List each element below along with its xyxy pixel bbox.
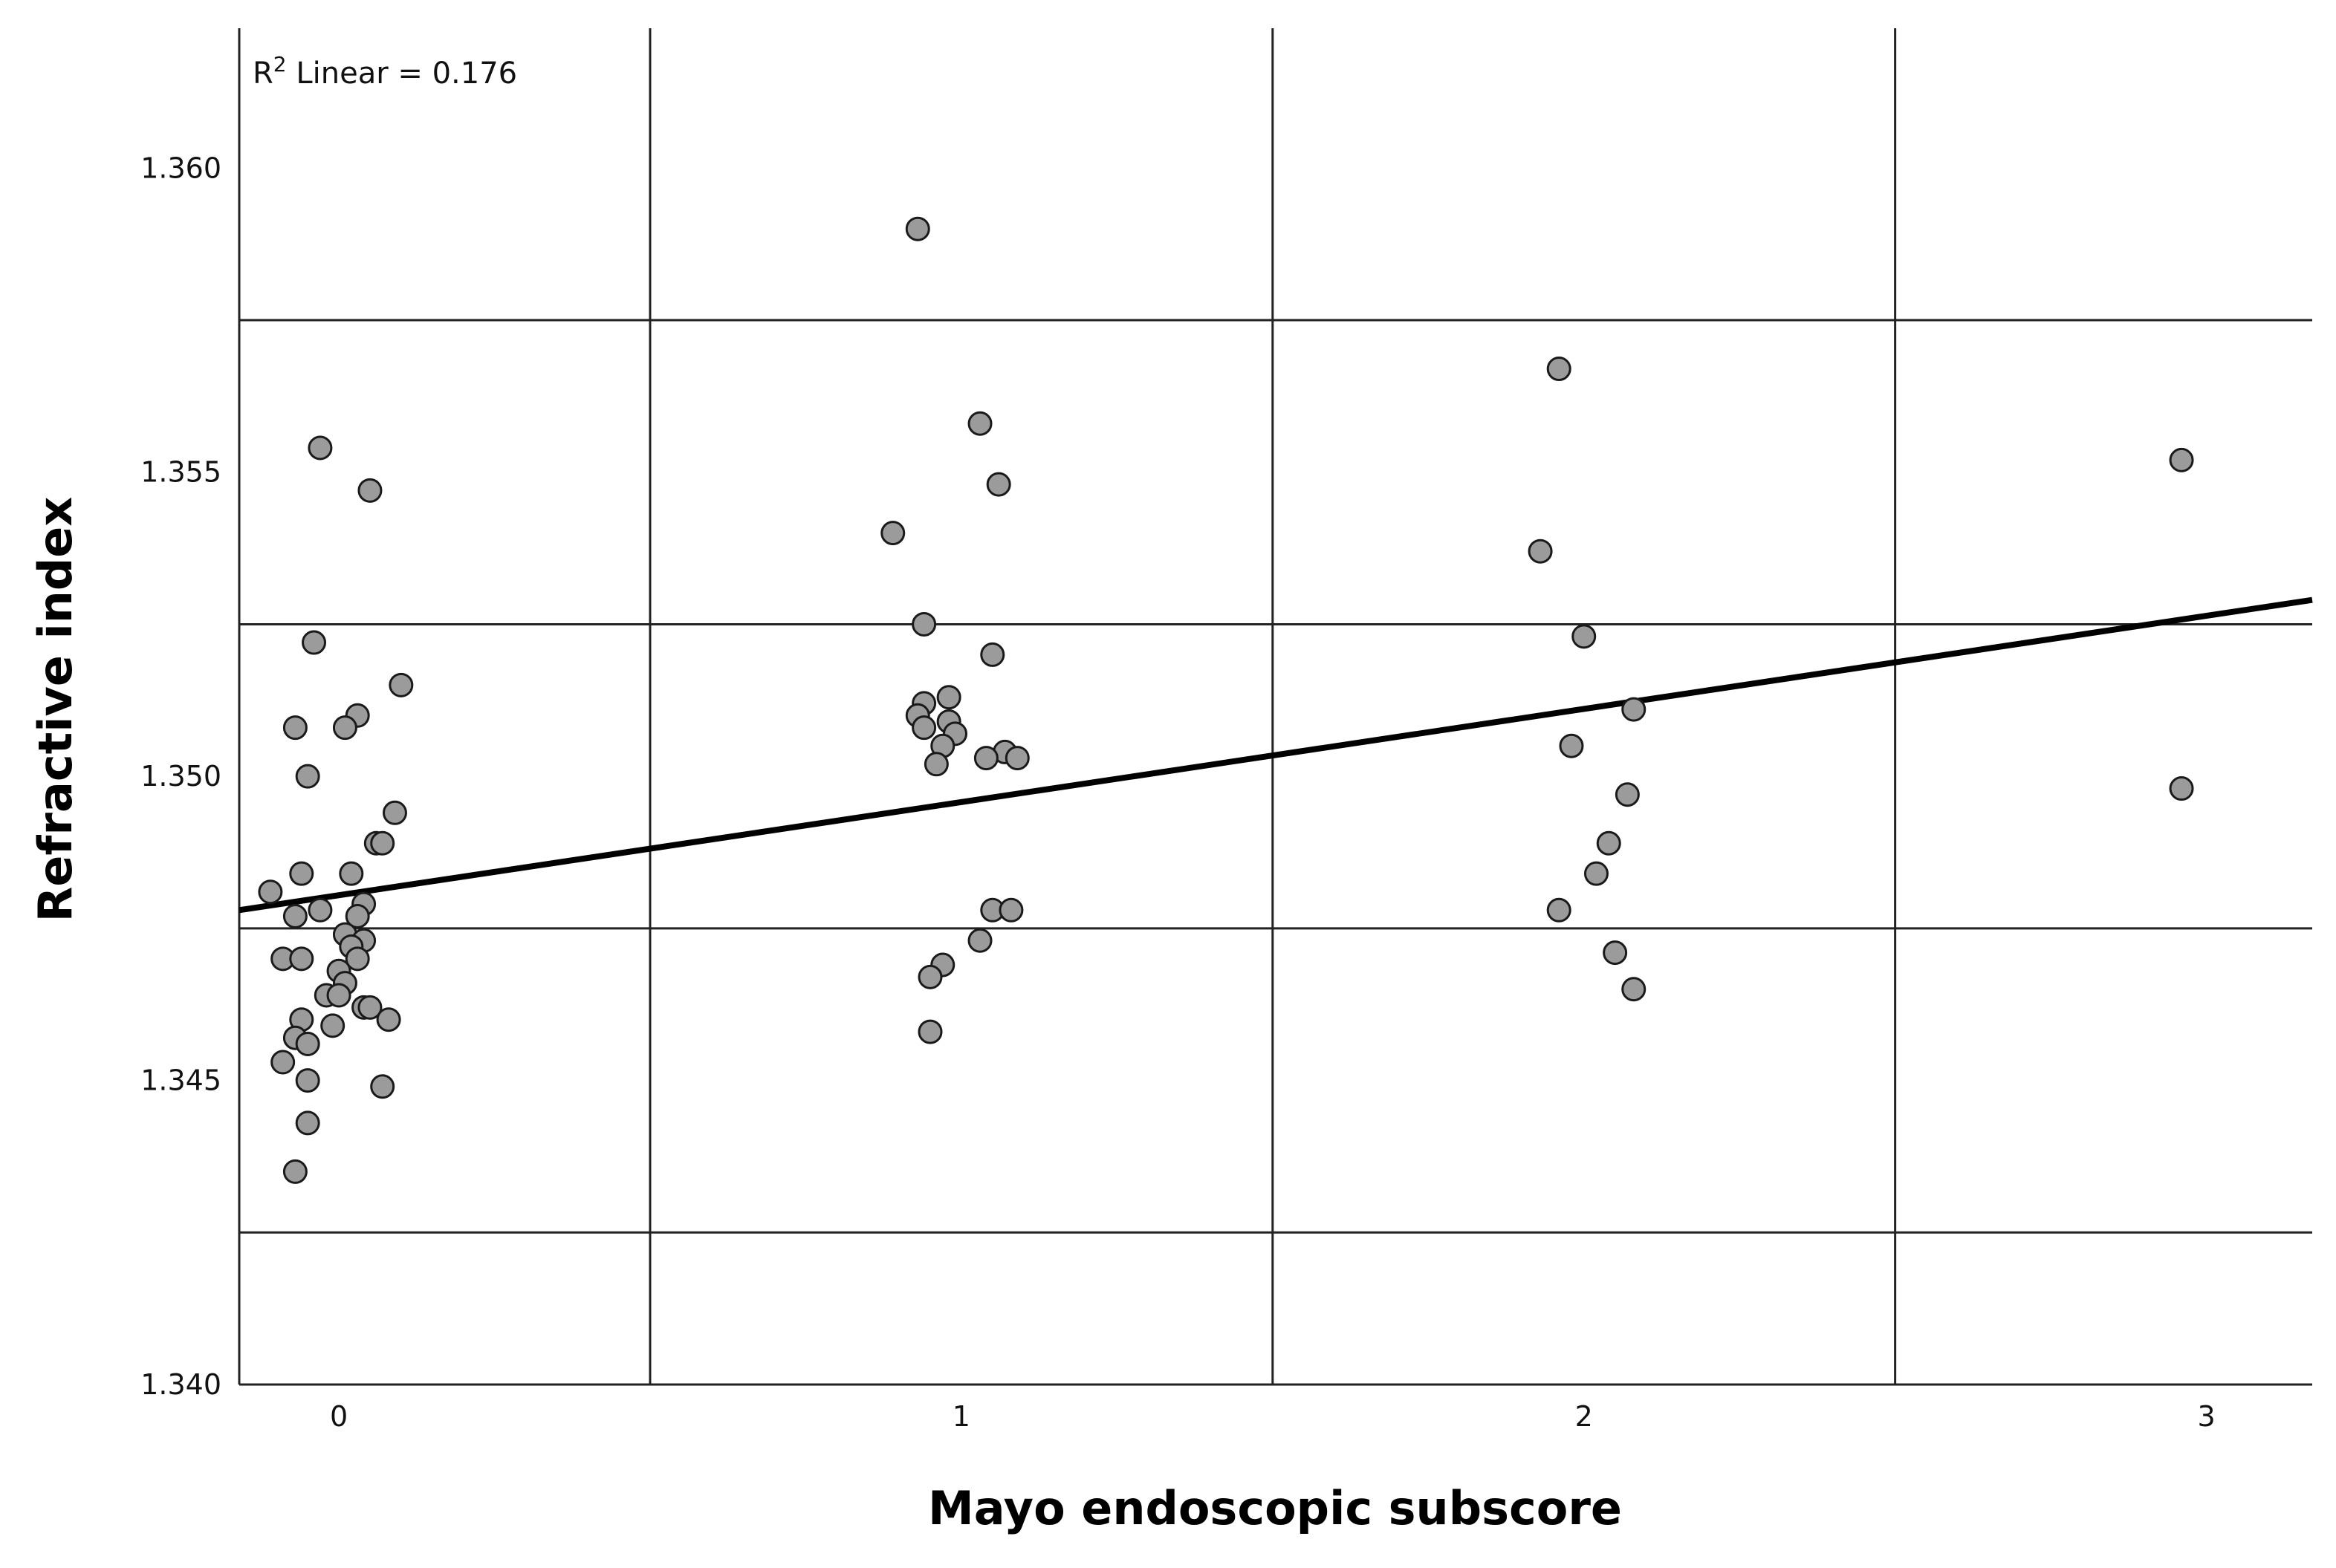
data-point (1596, 830, 1621, 856)
x-tick-label: 0 (330, 1400, 348, 1433)
x-tick-label: 2 (1575, 1400, 1593, 1433)
data-point (302, 630, 327, 655)
y-tick-label: 1.350 (140, 760, 221, 793)
data-point (282, 715, 308, 741)
data-point (295, 1110, 320, 1136)
data-point (308, 435, 333, 461)
data-point (1603, 940, 1628, 966)
x-tick-label: 3 (2197, 1400, 2215, 1433)
data-point (918, 964, 943, 989)
data-point (295, 1068, 320, 1093)
data-point (270, 1050, 296, 1075)
data-point (389, 672, 414, 697)
data-point (345, 946, 370, 972)
x-axis-title: Mayo endoscopic subscore (928, 1481, 1622, 1535)
data-point (326, 983, 351, 1008)
data-point (1583, 861, 1609, 886)
data-point (924, 752, 949, 777)
data-point (282, 1159, 308, 1184)
data-point (1571, 624, 1597, 649)
data-point (1546, 357, 1571, 382)
data-point (912, 715, 937, 741)
data-point (980, 642, 1005, 667)
data-point (1621, 697, 1646, 722)
axes (238, 28, 2312, 1386)
y-tick-label: 1.355 (140, 456, 221, 489)
data-points (258, 216, 2194, 1184)
data-point (967, 411, 993, 436)
data-point (357, 995, 383, 1020)
data-point (918, 1019, 943, 1044)
data-point (905, 216, 930, 241)
r-squared-label-sup: 2 (273, 52, 287, 77)
data-point (289, 946, 314, 972)
data-point (289, 861, 314, 886)
r-squared-label-rest: Linear = 0.176 (287, 56, 518, 91)
data-point (2169, 776, 2194, 801)
data-point (2169, 447, 2194, 472)
data-point (1546, 897, 1571, 923)
y-tick-label: 1.345 (140, 1064, 221, 1097)
data-point (295, 764, 320, 789)
grid-lines (239, 28, 2312, 1385)
data-point (1621, 977, 1646, 1002)
data-point (370, 830, 395, 856)
data-point (320, 1013, 345, 1038)
data-point (936, 685, 961, 710)
r-squared-label-prefix: R (253, 56, 273, 91)
data-point (1559, 733, 1584, 758)
y-tick-label: 1.360 (140, 152, 221, 184)
data-point (258, 879, 283, 905)
data-point (345, 903, 370, 928)
data-point (967, 928, 993, 953)
data-point (1005, 746, 1030, 771)
data-point (339, 861, 364, 886)
data-point (382, 800, 407, 825)
data-point (1528, 539, 1553, 564)
x-tick-label: 1 (953, 1400, 970, 1433)
data-point (912, 611, 937, 637)
data-point (973, 746, 999, 771)
data-point (376, 1007, 401, 1032)
data-point (308, 897, 333, 923)
linear-fit-line (239, 596, 2313, 914)
r-squared-label: R2 Linear = 0.176 (253, 52, 517, 91)
data-point (332, 715, 357, 741)
data-point (295, 1031, 320, 1056)
y-tick-label: 1.340 (140, 1368, 221, 1401)
data-point (999, 897, 1024, 923)
data-point (880, 521, 906, 546)
y-axis-title: Refractive index (28, 497, 82, 923)
data-point (370, 1074, 395, 1099)
data-point (282, 903, 308, 928)
tick-labels: 0 1 2 3 1.340 1.345 1.350 1.355 1.360 (140, 152, 2215, 1433)
data-point (357, 478, 383, 503)
data-point (986, 472, 1011, 497)
data-point (1615, 782, 1640, 807)
